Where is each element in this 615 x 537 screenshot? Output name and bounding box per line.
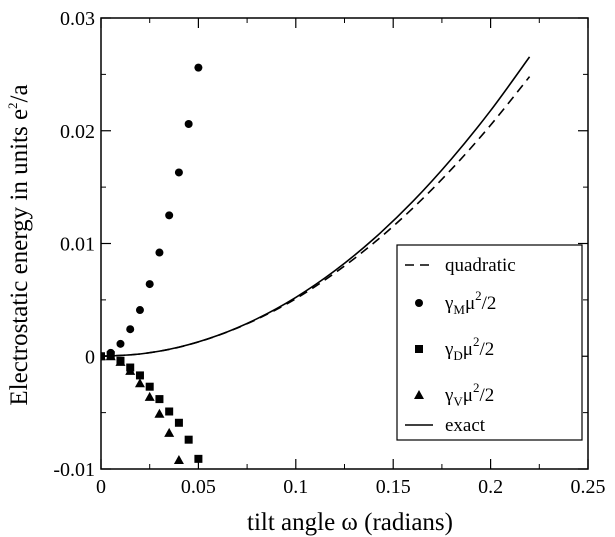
- legend-box: [396, 244, 583, 441]
- data-point-triangle: [125, 365, 136, 375]
- data-point-triangle: [134, 378, 145, 388]
- y-tick-label: -0.01: [53, 459, 95, 481]
- data-point-square: [145, 382, 154, 391]
- legend-label: exact: [445, 415, 486, 436]
- legend-item: γVμ2/2: [414, 380, 494, 409]
- data-point-circle: [194, 63, 203, 72]
- legend-label: γDμ2/2: [444, 334, 494, 363]
- data-point-circle: [165, 211, 174, 220]
- data-point-triangle: [164, 427, 175, 437]
- legend-item: γDμ2/2: [415, 334, 494, 363]
- legend-label: γVμ2/2: [444, 380, 494, 409]
- x-axis-label: tilt angle ω (radians): [247, 509, 453, 536]
- legend-item: quadratic: [405, 255, 516, 276]
- x-tick-label: 0: [96, 476, 106, 498]
- y-axis-label-sup: 2: [5, 102, 20, 109]
- y-tick-label: 0.02: [60, 121, 95, 143]
- plot-frame: [100, 17, 589, 470]
- y-tick-label: 0: [85, 346, 95, 368]
- series-2: [101, 351, 203, 463]
- data-point-circle: [184, 119, 193, 128]
- data-point-square: [174, 418, 183, 427]
- y-axis-label: Electrostatic energy in units e2/a: [5, 84, 33, 405]
- x-tick-label: 0.1: [283, 476, 308, 498]
- data-point-circle: [116, 339, 125, 348]
- y-axis-label-tail: /a: [6, 84, 33, 102]
- legend-label: quadratic: [445, 255, 516, 276]
- legend: quadratic γMμ2/2 γDμ2/2 γVμ2/2 exact: [396, 244, 583, 441]
- series-1: [101, 63, 203, 361]
- data-point-circle: [135, 306, 144, 315]
- legend-swatch: [415, 345, 423, 353]
- data-point-circle: [155, 248, 164, 257]
- series-line-exact: [101, 56, 531, 358]
- data-point-circle: [174, 168, 183, 177]
- x-tick-label: 0.15: [376, 476, 411, 498]
- legend-swatch: [414, 390, 424, 399]
- data-point-triangle: [173, 454, 184, 464]
- legend-label: γMμ2/2: [444, 288, 496, 317]
- data-point-triangle: [144, 391, 155, 401]
- data-point-triangle: [115, 356, 126, 366]
- x-tick-label: 0.05: [181, 476, 216, 498]
- y-tick-label: 0.01: [60, 234, 95, 256]
- data-point-square: [184, 435, 193, 444]
- legend-item: γMμ2/2: [415, 288, 496, 317]
- series-layer: [101, 56, 531, 464]
- data-point-square: [194, 454, 203, 463]
- x-tick-label: 0.25: [571, 476, 606, 498]
- y-tick-label: 0.03: [60, 8, 95, 30]
- legend-item: exact: [405, 415, 486, 436]
- series-4: [101, 56, 531, 358]
- series-3: [101, 351, 184, 464]
- data-point-square: [165, 407, 174, 416]
- legend-swatch: [415, 299, 423, 307]
- y-axis-label-main: Electrostatic energy in units e: [6, 109, 33, 406]
- data-point-circle: [145, 280, 154, 289]
- data-point-triangle: [154, 408, 165, 418]
- data-point-square: [135, 371, 144, 380]
- data-point-circle: [126, 325, 135, 334]
- x-tick-label: 0.2: [478, 476, 503, 498]
- data-point-square: [155, 395, 164, 404]
